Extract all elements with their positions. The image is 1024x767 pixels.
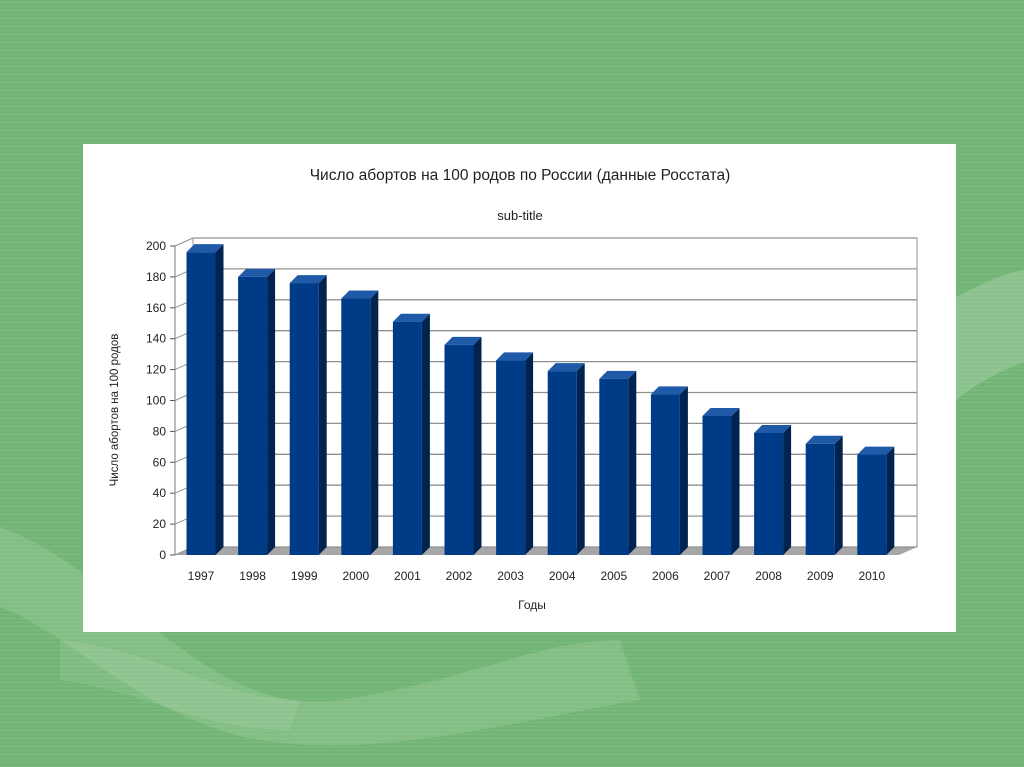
bar (650, 394, 680, 555)
y-tick-label: 120 (146, 363, 166, 377)
bar (392, 321, 422, 555)
bar-top (238, 268, 276, 277)
x-tick-label: 2000 (342, 569, 369, 583)
bar-side (628, 370, 637, 555)
bar-chart: Число абортов на 100 родов по России (да… (109, 167, 918, 612)
x-tick-label: 2003 (497, 569, 524, 583)
bar (289, 283, 319, 555)
x-tick-label: 2009 (807, 569, 834, 583)
y-tick-label: 160 (146, 301, 166, 315)
x-tick-label: 1997 (188, 569, 215, 583)
bar-top (702, 407, 740, 416)
bar (702, 415, 732, 555)
bar-top (444, 336, 482, 345)
plot-area: 0 20 40 60 80 100 120 140 160 180 200 1997 1998 1999 2… (146, 237, 918, 583)
y-tick-label: 80 (153, 424, 167, 438)
bar-top (496, 352, 534, 361)
bar-top (392, 313, 430, 322)
bar-top (650, 386, 688, 395)
y-tick-label: 180 (146, 270, 166, 284)
bar-side (525, 352, 534, 555)
bar-side (886, 446, 895, 555)
bar-side (267, 268, 276, 555)
chart-title: Число абортов на 100 родов по России (да… (310, 167, 731, 184)
x-axis-label: Годы (518, 598, 546, 612)
bar-side (421, 313, 430, 555)
y-axis-label: Число абортов на 100 родов (109, 334, 121, 487)
x-tick-label: 2002 (446, 569, 473, 583)
bar (599, 378, 629, 555)
y-tick-label: 200 (146, 239, 166, 253)
bar-side (370, 290, 379, 555)
x-tick-label: 2006 (652, 569, 679, 583)
bar-top (805, 435, 843, 444)
x-tick-label: 2001 (394, 569, 421, 583)
bar (754, 432, 784, 555)
bar (805, 443, 835, 555)
y-tick-label: 100 (146, 394, 166, 408)
x-tick-label: 2005 (600, 569, 627, 583)
x-tick-label: 2008 (755, 569, 782, 583)
bar (857, 454, 887, 555)
bar (496, 360, 526, 555)
bar-side (783, 424, 792, 555)
bar-side (679, 386, 688, 555)
x-tick-label: 1998 (239, 569, 266, 583)
x-tick-label: 2010 (858, 569, 885, 583)
chart-subtitle: sub-title (497, 208, 543, 223)
x-tick-label: 2007 (704, 569, 731, 583)
bar (444, 344, 474, 555)
chart-card: Число абортов на 100 родов по России (да… (83, 144, 956, 632)
bar (186, 252, 216, 555)
x-tick-label: 1999 (291, 569, 318, 583)
bar-side (731, 407, 740, 555)
bar-side (473, 336, 482, 555)
bar-top (289, 275, 327, 284)
y-tick-label: 140 (146, 332, 166, 346)
bar (238, 276, 268, 555)
bar-top (186, 244, 224, 253)
y-tick-label: 60 (153, 455, 167, 469)
bar-top (754, 424, 792, 433)
y-tick-label: 40 (153, 486, 167, 500)
gridline-side (174, 237, 194, 247)
bar-top (341, 290, 379, 299)
bar-top (857, 446, 895, 455)
y-tick-label: 20 (153, 517, 167, 531)
bar-side (576, 363, 585, 555)
bar-top (547, 363, 585, 372)
bar-side (215, 244, 224, 555)
y-tick-label: 0 (159, 548, 166, 562)
bar-side (834, 435, 843, 555)
bar (341, 298, 371, 555)
x-tick-label: 2004 (549, 569, 576, 583)
bar-top (599, 370, 637, 379)
bar (547, 371, 577, 555)
bar-side (318, 275, 327, 555)
